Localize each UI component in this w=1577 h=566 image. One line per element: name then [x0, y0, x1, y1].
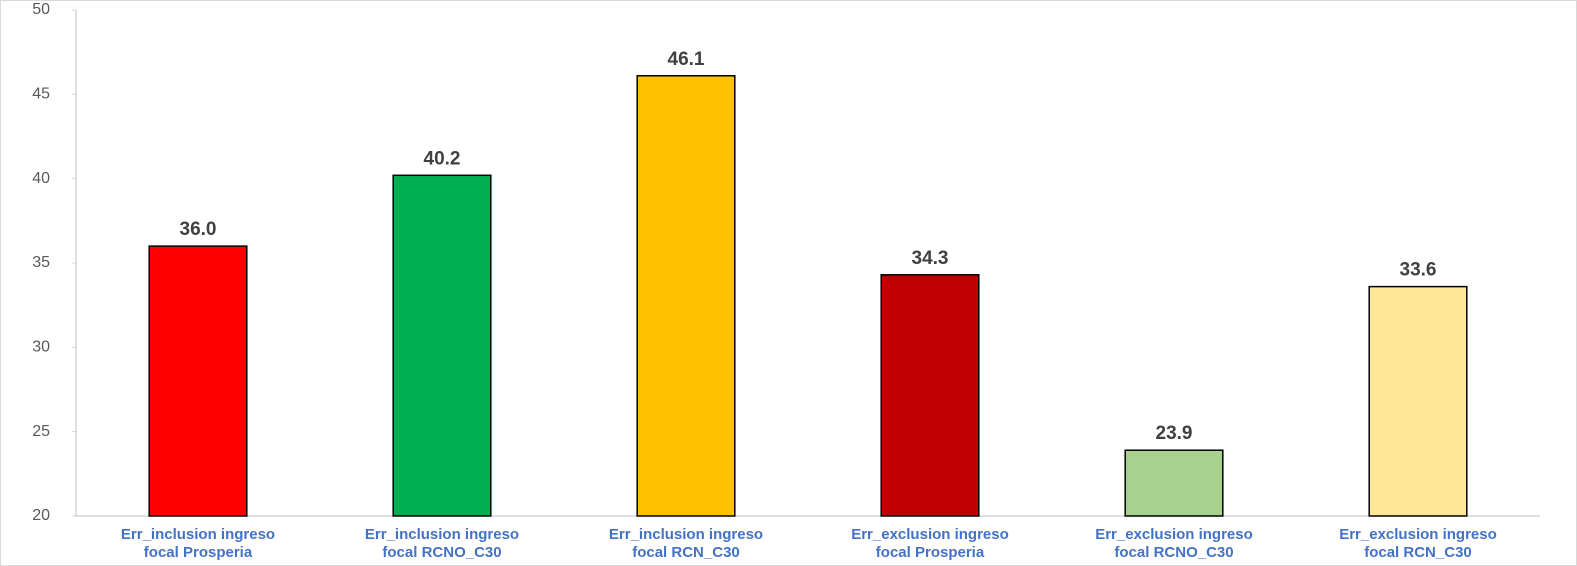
- bar: [1368, 285, 1468, 517]
- x-tick-label-line: focal Prosperia: [143, 544, 253, 561]
- x-tick-label: Err_inclusion ingreso focal RCN_C30: [566, 526, 806, 562]
- x-tick-label-line: focal RCN_C30: [632, 544, 740, 561]
- x-tick-label-line: focal RCN_C30: [1364, 544, 1472, 561]
- x-tick-label: Err_exclusion ingreso focal RCN_C30: [1298, 526, 1538, 562]
- x-tick-label-line: Err_exclusion ingreso: [1339, 526, 1497, 543]
- bar: [392, 174, 492, 517]
- value-label: 34.3: [912, 248, 949, 269]
- x-tick-label: Err_inclusion ingreso focal Prosperia: [78, 526, 318, 562]
- value-label: 46.1: [668, 49, 705, 70]
- y-tick-label: 50: [32, 1, 50, 18]
- bar: [880, 274, 980, 517]
- y-tick-label: 25: [32, 423, 50, 440]
- x-tick-label-line: Err_inclusion ingreso: [120, 526, 276, 543]
- x-tick-label-line: focal Prosperia: [875, 544, 985, 561]
- y-tick-label: 35: [32, 254, 50, 271]
- y-tick-label: 45: [32, 86, 50, 103]
- y-tick-label: 30: [32, 339, 50, 356]
- value-label: 36.0: [180, 219, 217, 240]
- x-tick-label-line: focal RCNO_C30: [1114, 544, 1234, 561]
- y-tick-label: 20: [32, 507, 50, 524]
- value-label: 40.2: [424, 148, 461, 169]
- x-tick-label: Err_exclusion ingreso focal RCNO_C30: [1054, 526, 1294, 562]
- x-tick-label-line: Err_exclusion ingreso: [1095, 526, 1253, 543]
- x-tick-label-line: Err_inclusion ingreso: [608, 526, 764, 543]
- value-label: 23.9: [1156, 423, 1193, 444]
- value-label: 33.6: [1400, 260, 1437, 281]
- x-tick-label: Err_inclusion ingreso focal RCNO_C30: [322, 526, 562, 562]
- x-tick-label: Err_exclusion ingreso focal Prosperia: [810, 526, 1050, 562]
- y-tick-label: 40: [32, 170, 50, 187]
- bar: [1124, 449, 1224, 517]
- x-tick-label-line: focal RCNO_C30: [382, 544, 502, 561]
- bar: [148, 245, 248, 517]
- x-tick-label-line: Err_exclusion ingreso: [851, 526, 1009, 543]
- bar: [636, 75, 736, 517]
- x-tick-label-line: Err_inclusion ingreso: [364, 526, 520, 543]
